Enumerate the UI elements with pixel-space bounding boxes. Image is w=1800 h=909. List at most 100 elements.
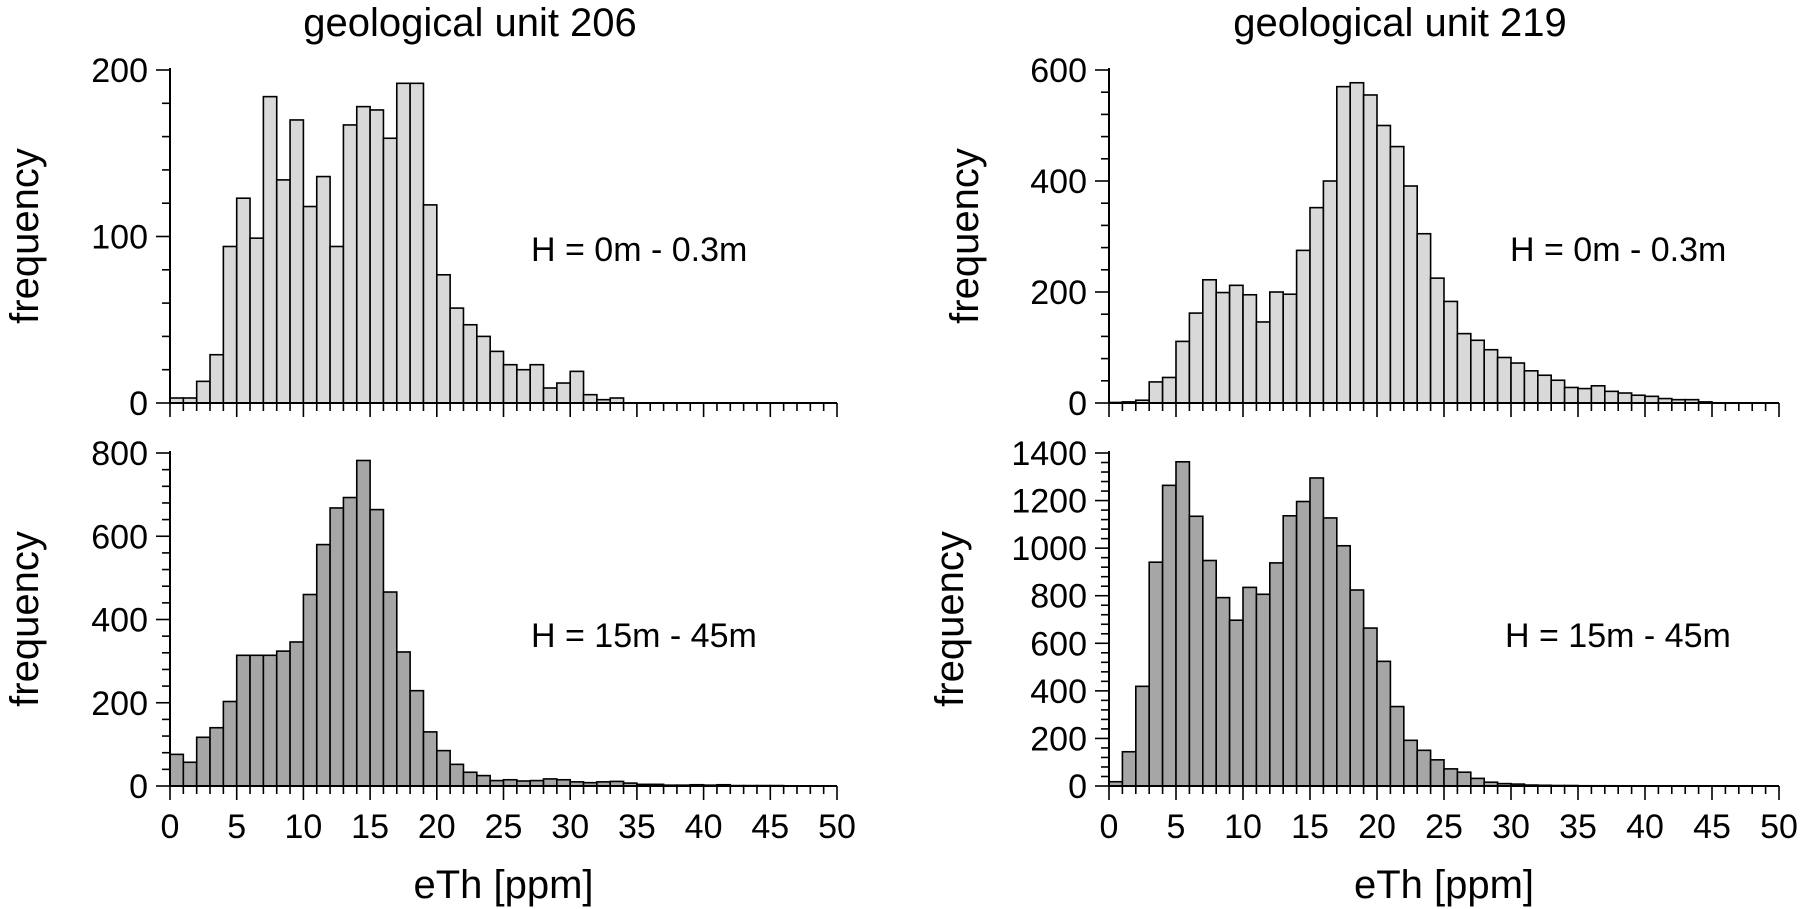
histogram-bar: [1523, 370, 1539, 404]
histogram-bar: [1443, 300, 1459, 404]
histogram-bar: [1630, 394, 1646, 404]
histogram-bar: [1121, 750, 1137, 787]
annotation: H = 0m - 0.3m: [1510, 231, 1726, 269]
column-title-unit-219: geological unit 219: [1233, 1, 1567, 45]
x-tick-label: 5: [227, 808, 246, 846]
histogram-bar: [382, 591, 398, 787]
histogram-bar: [435, 749, 451, 787]
x-tick-label: 10: [1224, 808, 1262, 846]
histogram-bar: [355, 459, 371, 787]
y-tick-label: 800: [91, 435, 148, 473]
histogram-bar: [1389, 145, 1405, 404]
histogram-bar: [569, 370, 585, 404]
histogram-bar: [556, 382, 571, 404]
histogram-bar: [422, 204, 438, 404]
x-tick-label: 10: [284, 808, 322, 846]
histogram-bar: [395, 82, 411, 404]
y-tick-label: 600: [1030, 52, 1087, 90]
x-tick-label: 25: [485, 808, 523, 846]
histogram-bar: [369, 508, 385, 787]
histogram-bar: [489, 350, 505, 404]
ylabel: frequency: [3, 148, 47, 324]
histogram-bar: [1322, 180, 1338, 404]
histogram-bar: [1483, 348, 1499, 404]
panel-unit-219-deep: frequency H = 15m - 45m eTh [ppm] 0 5 10 15…: [928, 435, 1798, 907]
x-tick-label: 45: [751, 808, 789, 846]
annotation: H = 0m - 0.3m: [531, 231, 747, 269]
histogram-bar: [1617, 392, 1633, 404]
x-tick-label: 0: [161, 808, 180, 846]
histogram-bar: [195, 736, 211, 787]
histogram-bar: [502, 363, 518, 404]
histogram-bar: [1148, 381, 1164, 404]
histogram-bar: [315, 543, 331, 787]
histogram-bar: [1228, 284, 1244, 404]
histogram-bar: [1416, 232, 1432, 404]
x-tick-label: 20: [418, 808, 456, 846]
histogram-bar: [462, 323, 478, 404]
xlabel: eTh [ppm]: [413, 863, 593, 907]
x-tick-label: 30: [1492, 808, 1530, 846]
x-tick-label: 5: [1167, 808, 1186, 846]
histogram-bar: [1443, 768, 1459, 787]
histogram-bar: [1604, 390, 1620, 404]
x-tick-label: 35: [1559, 808, 1597, 846]
histogram-bar: [1456, 332, 1472, 404]
panel-unit-206-deep: frequency H = 15m - 45m eTh [ppm] 0 5 10 15…: [3, 435, 856, 907]
histogram-bar: [1202, 559, 1218, 787]
histogram-bar: [542, 778, 558, 787]
x-tick-label: 40: [1626, 808, 1664, 846]
histogram-bar: [302, 205, 318, 404]
y-tick-label: 400: [1030, 163, 1087, 201]
ylabel: frequency: [943, 148, 987, 324]
histogram-bar: [1242, 293, 1258, 404]
histogram-bar: [302, 593, 318, 787]
x-tick-label: 15: [351, 808, 389, 846]
x-tick-label: 30: [551, 808, 589, 846]
panel-unit-206-shallow: frequency H = 0m - 0.3m 0 100 200: [3, 52, 838, 423]
histogram-bar: [1496, 356, 1512, 404]
y-tick-label: 600: [91, 518, 148, 556]
histogram-bar: [409, 689, 425, 787]
histogram-bar: [289, 119, 305, 404]
histogram-bar: [342, 496, 358, 787]
x-tick-label: 20: [1358, 808, 1396, 846]
histogram-bar: [1215, 596, 1231, 787]
histogram-bar: [449, 307, 465, 404]
histogram-bar: [1148, 561, 1164, 787]
histogram-bar: [1161, 484, 1177, 787]
x-tick-label: 50: [818, 808, 856, 846]
histogram-bar: [1376, 660, 1392, 787]
histogram-bar: [1242, 586, 1258, 787]
histogram-bar: [1336, 544, 1352, 787]
histogram-bar: [1282, 293, 1298, 404]
y-tick-label: 400: [91, 602, 148, 640]
x-tick-label: 35: [618, 808, 656, 846]
histogram-bar: [209, 353, 225, 404]
histogram-bar: [1188, 515, 1204, 787]
histogram-bar: [342, 124, 358, 404]
histogram-bar: [462, 771, 478, 787]
histogram-bar: [476, 774, 491, 787]
histogram-bar: [516, 368, 531, 404]
histogram-bar: [1295, 249, 1311, 404]
histogram-bar: [395, 651, 411, 787]
histogram-bar: [1590, 384, 1606, 404]
histogram-bar: [355, 105, 371, 404]
histogram-bar: [1309, 206, 1325, 404]
histogram-bar: [1295, 500, 1311, 787]
histogram-bar: [369, 109, 385, 404]
histogram-bar: [1563, 386, 1579, 404]
y-tick-label: 100: [91, 219, 148, 257]
x-tick-label: 0: [1100, 808, 1119, 846]
histogram-bar: [275, 179, 291, 404]
y-tick-label: 200: [1030, 720, 1087, 758]
histogram-bar: [222, 245, 238, 404]
histogram-bar: [1135, 685, 1151, 787]
y-tick-label: 200: [1030, 274, 1087, 312]
histogram-bar: [1456, 771, 1472, 787]
histogram-bar: [449, 763, 465, 787]
y-tick-label: 200: [91, 685, 148, 723]
histogram-bar: [1175, 460, 1191, 787]
